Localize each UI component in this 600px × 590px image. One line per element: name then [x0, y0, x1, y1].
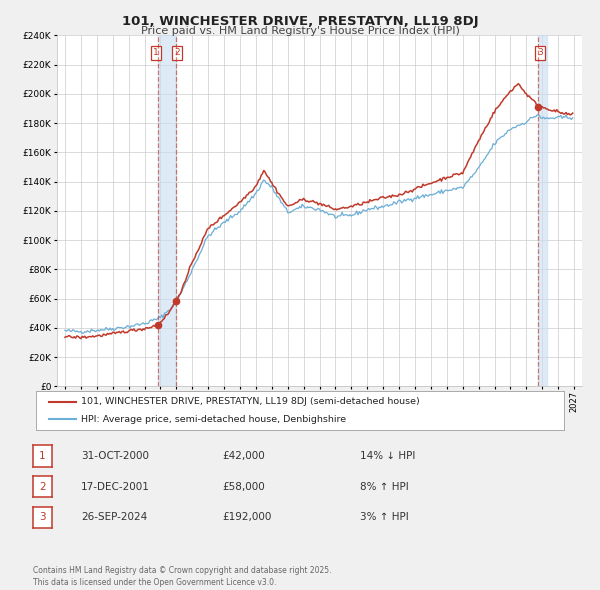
- Text: 1: 1: [39, 451, 46, 461]
- Text: 2: 2: [39, 482, 46, 491]
- Text: 17-DEC-2001: 17-DEC-2001: [81, 482, 150, 491]
- Bar: [158, 35, 176, 386]
- Text: Price paid vs. HM Land Registry's House Price Index (HPI): Price paid vs. HM Land Registry's House …: [140, 26, 460, 36]
- Text: 3% ↑ HPI: 3% ↑ HPI: [360, 513, 409, 522]
- Text: 14% ↓ HPI: 14% ↓ HPI: [360, 451, 415, 461]
- Bar: [538, 35, 547, 386]
- Text: 3: 3: [39, 513, 46, 522]
- Text: 2: 2: [174, 48, 180, 57]
- Text: 1: 1: [153, 48, 158, 57]
- Text: £192,000: £192,000: [222, 513, 271, 522]
- Text: 101, WINCHESTER DRIVE, PRESTATYN, LL19 8DJ: 101, WINCHESTER DRIVE, PRESTATYN, LL19 8…: [122, 15, 478, 28]
- Text: Contains HM Land Registry data © Crown copyright and database right 2025.
This d: Contains HM Land Registry data © Crown c…: [33, 566, 331, 587]
- Text: £42,000: £42,000: [222, 451, 265, 461]
- Text: 3: 3: [538, 48, 543, 57]
- Text: HPI: Average price, semi-detached house, Denbighshire: HPI: Average price, semi-detached house,…: [81, 415, 346, 424]
- Text: 31-OCT-2000: 31-OCT-2000: [81, 451, 149, 461]
- Text: 26-SEP-2024: 26-SEP-2024: [81, 513, 147, 522]
- Text: 101, WINCHESTER DRIVE, PRESTATYN, LL19 8DJ (semi-detached house): 101, WINCHESTER DRIVE, PRESTATYN, LL19 8…: [81, 397, 419, 406]
- Text: 8% ↑ HPI: 8% ↑ HPI: [360, 482, 409, 491]
- Text: £58,000: £58,000: [222, 482, 265, 491]
